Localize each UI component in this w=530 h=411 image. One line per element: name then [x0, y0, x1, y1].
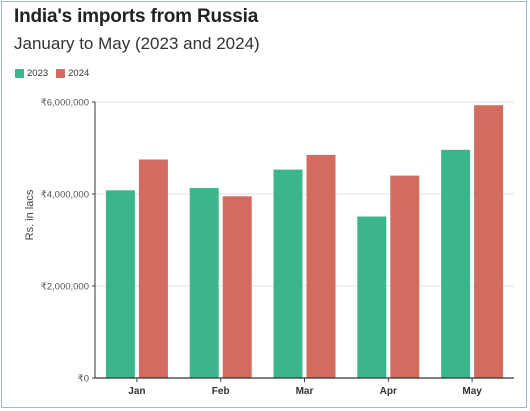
bar-2023-may [441, 149, 471, 378]
bar-2024-apr [390, 175, 420, 378]
x-tick-label: Mar [296, 386, 314, 397]
bar-2023-apr [357, 216, 387, 378]
legend-item-2023[interactable]: 2023 [15, 68, 48, 79]
legend-swatch-2024 [56, 69, 66, 78]
x-tick-label: Apr [380, 386, 397, 397]
y-axis-label: Rs. in lacs [24, 189, 36, 240]
bar-2023-feb [189, 188, 219, 378]
y-tick-label: ₹4,000,000 [41, 190, 89, 201]
y-tick-label: ₹2,000,000 [41, 282, 89, 293]
legend-swatch-2023 [15, 69, 24, 78]
chart-subtitle: January to May (2023 and 2024) [14, 34, 260, 53]
legend-label-2023: 2023 [27, 68, 49, 79]
y-tick-label: ₹0 [78, 374, 89, 385]
chart-title: India's imports from Russia [14, 6, 259, 27]
legend: 2023 2024 [15, 68, 89, 79]
bar-2023-jan [105, 190, 135, 378]
bar-2023-mar [273, 169, 303, 378]
x-tick-label: Feb [212, 386, 230, 397]
legend-label-2024: 2024 [68, 68, 90, 79]
legend-item-2024[interactable]: 2024 [56, 68, 89, 79]
bar-2024-jan [138, 159, 168, 378]
x-tick-label: May [462, 386, 482, 397]
y-tick-label: ₹6,000,000 [41, 98, 89, 109]
bar-2024-may [474, 105, 504, 378]
bar-2024-mar [306, 154, 336, 378]
bar-2024-feb [222, 196, 252, 378]
x-tick-label: Jan [128, 386, 145, 397]
